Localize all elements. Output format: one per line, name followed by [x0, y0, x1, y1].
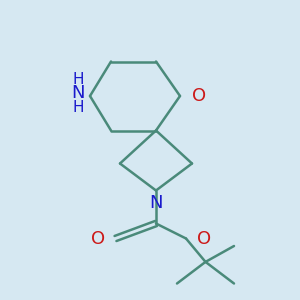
Text: N: N	[71, 84, 85, 102]
Text: O: O	[196, 230, 211, 247]
Text: N: N	[149, 194, 163, 211]
Text: H: H	[72, 72, 84, 87]
Text: O: O	[91, 230, 105, 247]
Text: O: O	[192, 87, 206, 105]
Text: H: H	[72, 100, 84, 115]
